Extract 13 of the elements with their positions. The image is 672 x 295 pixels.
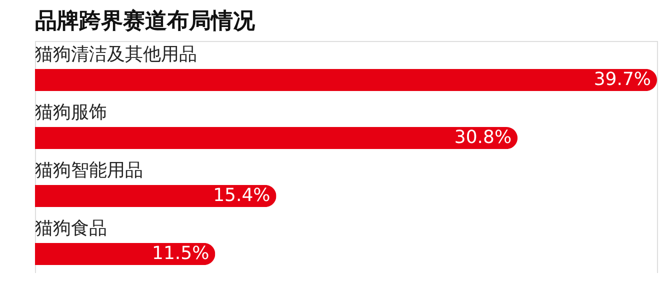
data-label: 39.7% [594,69,651,90]
y-tick-label: 猫狗清洁及其他用品 [35,44,197,65]
data-label: 11.5% [152,243,210,264]
bar [35,185,276,207]
y-tick-label: 猫狗食品 [35,218,107,239]
bar [35,127,518,149]
chart-title: 品牌跨界赛道布局情况 [35,8,256,34]
bar [35,243,216,265]
y-tick-label: 猫狗智能用品 [35,160,143,181]
data-label: 15.4% [213,185,270,206]
bar [35,69,657,91]
data-label: 30.8% [454,127,512,148]
y-tick-label: 猫狗服饰 [35,102,107,123]
